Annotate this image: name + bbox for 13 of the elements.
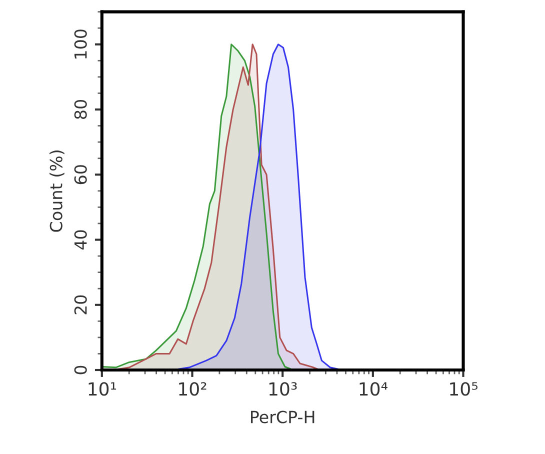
y-axis-title: Count (%) (50, 150, 64, 232)
x-tick-label: 10¹ (88, 382, 116, 396)
y-tick-label: 80 (74, 100, 87, 119)
y-tick-label: 100 (74, 30, 87, 58)
x-tick-label: 10³ (269, 382, 297, 396)
y-tick-label: 60 (74, 165, 87, 184)
y-tick-label: 0 (74, 366, 87, 374)
x-tick-label: 10² (179, 382, 206, 396)
x-axis-title: PerCP-H (251, 410, 314, 424)
y-tick-label: 40 (74, 230, 87, 250)
x-tick-label: 10⁴ (360, 382, 388, 396)
x-tick-label: 10⁵ (450, 382, 478, 396)
y-tick-label: 20 (74, 295, 87, 314)
